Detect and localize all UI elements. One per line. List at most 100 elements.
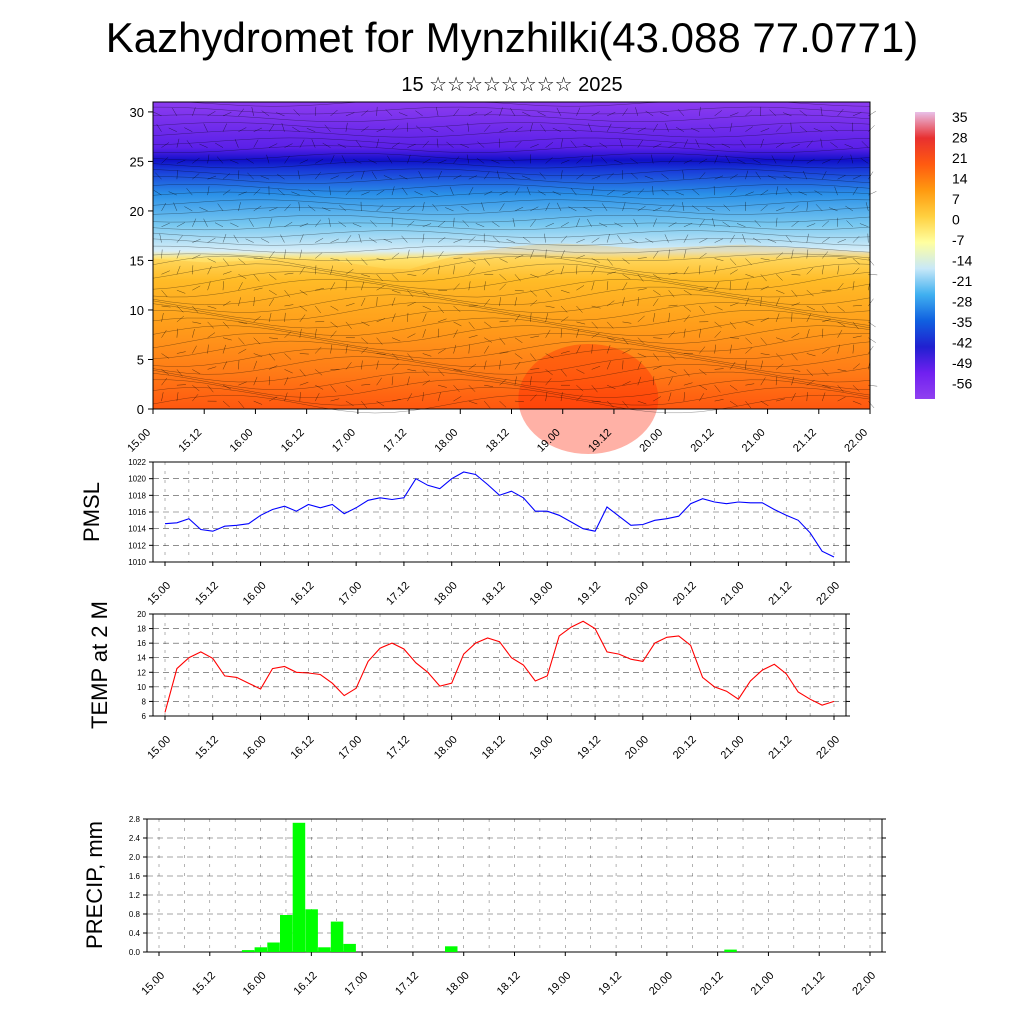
wind-barb <box>514 206 524 212</box>
wind-barb <box>330 175 339 180</box>
wind-barb <box>714 385 721 393</box>
wind-barb <box>215 142 224 148</box>
contour-line <box>152 325 871 344</box>
wind-barb <box>229 159 239 164</box>
wind-barb <box>560 305 568 313</box>
wind-barb <box>729 122 733 132</box>
wind-barb <box>468 281 471 291</box>
x-tick-label: 21.00 <box>749 970 777 998</box>
wind-barb <box>315 172 321 180</box>
colorbar-label: 21 <box>952 150 968 166</box>
wind-barb <box>376 106 378 116</box>
wind-barb <box>539 172 546 180</box>
wind-barb <box>806 313 812 323</box>
wind-barb <box>560 316 569 323</box>
wind-barb <box>837 329 843 338</box>
wind-barb <box>268 353 276 361</box>
wind-barb <box>540 124 546 132</box>
wind-barb <box>852 175 862 180</box>
wind-barb <box>322 207 331 212</box>
wind-barb <box>530 154 532 164</box>
wind-barb <box>699 172 706 180</box>
wind-barb <box>806 369 814 377</box>
wind-barb <box>315 384 324 390</box>
precip-bar <box>292 822 306 952</box>
x-tick-label: 21.00 <box>740 427 768 455</box>
wind-barb <box>222 112 232 117</box>
wind-barb <box>276 173 285 180</box>
wind-barb <box>330 109 338 117</box>
wind-barb <box>422 223 432 228</box>
wind-barb <box>760 285 769 291</box>
wind-barb <box>799 125 807 132</box>
wind-barb <box>653 207 662 212</box>
x-tick-label: 21.00 <box>719 580 747 608</box>
wind-barb <box>521 175 531 180</box>
wind-barb <box>345 303 355 307</box>
wind-barb <box>330 265 334 275</box>
wind-barb <box>614 159 623 164</box>
x-tick-label: 18.00 <box>432 580 460 608</box>
wind-barb <box>714 399 724 402</box>
wind-barb <box>376 360 379 370</box>
wind-barb <box>453 174 462 180</box>
wind-barb <box>806 223 816 228</box>
wind-barb <box>537 190 546 196</box>
wind-barb <box>199 207 208 212</box>
wind-barb <box>791 312 793 322</box>
wind-barb <box>499 351 509 354</box>
wind-barb <box>740 139 746 148</box>
wind-barb <box>514 337 523 344</box>
wind-barb <box>668 377 673 386</box>
wind-barb <box>238 348 247 354</box>
wind-barb <box>837 396 846 402</box>
wind-barb <box>307 205 316 212</box>
wind-barb <box>682 170 685 180</box>
wind-barb <box>844 144 853 148</box>
wind-barb <box>713 186 715 196</box>
wind-barb <box>867 233 869 243</box>
chart-title: Kazhydromet for Mynzhilki(43.088 77.0771… <box>105 14 919 61</box>
wind-barb <box>407 312 409 322</box>
wind-barb <box>606 189 615 196</box>
wind-barb <box>530 335 540 338</box>
contour-line <box>152 387 871 406</box>
y-tick-label: 1014 <box>128 525 146 534</box>
wind-barb <box>560 222 569 228</box>
wind-barb <box>437 348 446 354</box>
wind-barb <box>268 298 275 307</box>
wind-barb <box>668 272 678 275</box>
wind-barb <box>407 220 415 227</box>
wind-barb <box>637 139 643 148</box>
wind-barb <box>622 297 625 307</box>
wind-barb <box>407 376 410 386</box>
wind-barb <box>837 108 844 117</box>
wind-barb <box>545 142 554 148</box>
wind-barb <box>622 127 631 132</box>
wind-barb <box>617 235 623 243</box>
wind-barb <box>631 172 638 180</box>
wind-barb <box>496 170 500 180</box>
contour-line <box>152 214 871 223</box>
wind-barb <box>668 290 675 298</box>
wind-barb <box>637 274 644 282</box>
wind-barb <box>576 369 585 374</box>
wind-barb <box>556 107 562 117</box>
wind-barb <box>514 361 521 370</box>
contour-line <box>152 255 871 275</box>
wind-barb <box>791 221 799 227</box>
precip-bar <box>330 921 344 952</box>
wind-barb <box>460 144 469 148</box>
wind-barb <box>776 289 785 294</box>
wind-barb <box>791 376 795 386</box>
wind-barb <box>280 234 285 243</box>
wind-barb <box>576 394 583 402</box>
wind-barb <box>268 289 277 296</box>
wind-barb <box>345 281 347 291</box>
y-tick-label: 2.0 <box>129 853 141 862</box>
wind-barb <box>530 312 532 322</box>
wind-barb <box>606 258 613 266</box>
wind-barb <box>238 170 240 180</box>
y-tick-label: 1022 <box>128 458 146 467</box>
wind-barb <box>453 283 460 291</box>
